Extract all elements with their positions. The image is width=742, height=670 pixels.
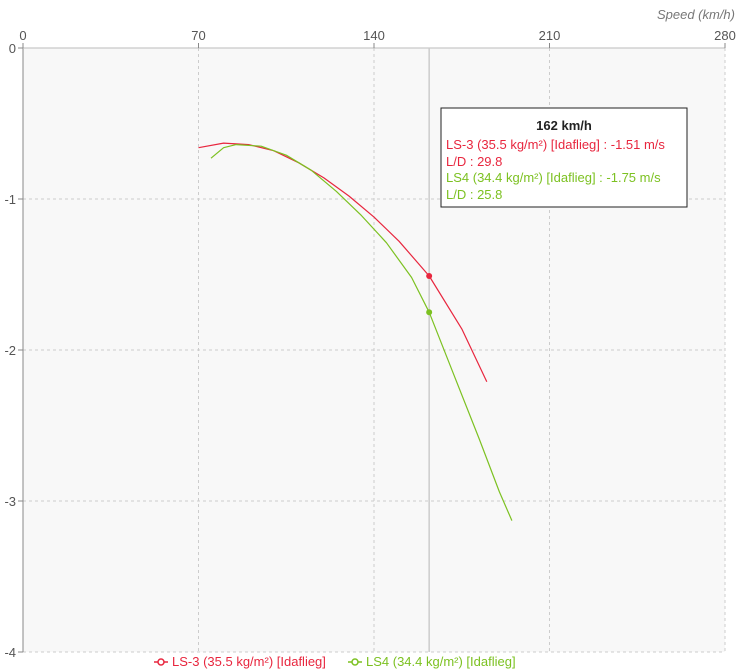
series-line-1[interactable] [210, 144, 513, 521]
hover-markers [426, 273, 433, 316]
series-line-0[interactable] [198, 142, 488, 382]
tooltip-title: 162 km/h [536, 118, 592, 133]
legend-item-ls3[interactable]: LS-3 (35.5 kg/m²) [Idaflieg] [154, 654, 326, 669]
x-tick-label: 210 [539, 28, 561, 43]
x-tick-label: 280 [714, 28, 736, 43]
y-tick-label: 0 [9, 41, 16, 56]
y-tick-labels: 0 -1 -2 -3 -4 [4, 41, 23, 660]
tooltip-line-ls4-ld: L/D : 25.8 [446, 187, 502, 202]
x-tick-label: 70 [191, 28, 205, 43]
tooltip-line-ls3-ld: L/D : 29.8 [446, 154, 502, 169]
series-lines [198, 142, 513, 521]
legend[interactable]: LS-3 (35.5 kg/m²) [Idaflieg] LS4 (34.4 k… [154, 654, 516, 669]
legend-marker-ls4 [351, 658, 359, 666]
tooltip: 162 km/h LS-3 (35.5 kg/m²) [Idaflieg] : … [440, 107, 688, 208]
legend-item-ls4[interactable]: LS4 (34.4 kg/m²) [Idaflieg] [348, 654, 516, 669]
legend-label-ls4: LS4 (34.4 kg/m²) [Idaflieg] [366, 654, 516, 669]
hover-point-1 [426, 309, 433, 316]
tooltip-line-ls3-sink: LS-3 (35.5 kg/m²) [Idaflieg] : -1.51 m/s [446, 137, 665, 152]
y-tick-label: -1 [4, 192, 16, 207]
y-tick-label: -3 [4, 494, 16, 509]
y-tick-label: -4 [4, 645, 16, 660]
tooltip-line-ls4-sink: LS4 (34.4 kg/m²) [Idaflieg] : -1.75 m/s [446, 170, 661, 185]
x-axis-title: Speed (km/h) [657, 7, 735, 22]
tooltip-box [440, 107, 688, 208]
x-tick-label: 0 [19, 28, 26, 43]
hover-point-0 [426, 273, 433, 280]
x-tick-label: 140 [363, 28, 385, 43]
x-tick-labels: 0 70 140 210 280 [19, 28, 736, 48]
legend-marker-ls3 [157, 658, 165, 666]
legend-label-ls3: LS-3 (35.5 kg/m²) [Idaflieg] [172, 654, 326, 669]
y-tick-label: -2 [4, 343, 16, 358]
